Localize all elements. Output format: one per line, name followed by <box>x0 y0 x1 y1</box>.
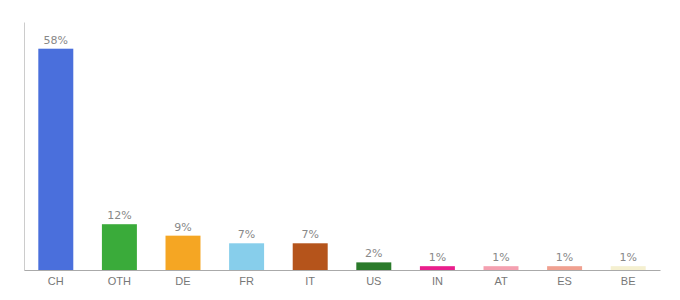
x-axis: CH OTH DE FR IT US IN AT ES BE <box>25 271 661 287</box>
bar <box>229 243 264 270</box>
data-label: 1% <box>492 251 509 264</box>
x-tick: BE <box>621 275 636 287</box>
y-axis-line <box>24 23 25 271</box>
bar <box>547 266 582 270</box>
data-label: 7% <box>238 228 255 241</box>
bar <box>484 266 519 270</box>
data-label: 7% <box>301 228 318 241</box>
data-label: 1% <box>429 251 446 264</box>
x-tick: IT <box>305 275 315 287</box>
x-tick-label: AT <box>494 275 508 287</box>
x-tick-label: ES <box>557 275 572 287</box>
x-tick: AT <box>494 275 508 287</box>
x-tick-label: CH <box>48 275 64 287</box>
data-label: 1% <box>619 251 636 264</box>
x-tick: IN <box>432 275 443 287</box>
data-labels: 58% 12% 9% 7% 7% 2% 1% 1% 1% 1% <box>44 34 637 264</box>
data-label: 9% <box>174 221 191 234</box>
bars <box>38 49 645 270</box>
x-tick: OTH <box>108 275 131 287</box>
bar <box>166 236 201 270</box>
data-label: 1% <box>556 251 573 264</box>
bar <box>356 262 391 270</box>
x-axis-line <box>25 270 661 271</box>
bar <box>293 243 328 270</box>
bar <box>38 49 73 270</box>
data-label: 2% <box>365 247 382 260</box>
bar <box>420 266 455 270</box>
x-tick-label: OTH <box>108 275 131 287</box>
x-tick-label: IT <box>305 275 315 287</box>
bar <box>102 224 137 270</box>
chart: CH OTH DE FR IT US IN AT ES BE 58% 12% 9% 7% 7% 2% 1% 1% 1… <box>0 0 680 300</box>
y-axis <box>24 23 25 271</box>
x-tick-label: BE <box>621 275 636 287</box>
x-tick: US <box>366 275 381 287</box>
data-label: 12% <box>107 209 131 222</box>
x-tick-label: FR <box>239 275 254 287</box>
x-tick-label: IN <box>432 275 443 287</box>
bar <box>611 266 646 270</box>
data-label: 58% <box>44 34 68 47</box>
x-tick-label: DE <box>175 275 190 287</box>
x-tick: ES <box>557 275 572 287</box>
plot: CH OTH DE FR IT US IN AT ES BE 58% 12% 9% 7% 7% 2% 1% 1% 1… <box>25 23 661 287</box>
x-tick: CH <box>48 275 64 287</box>
x-tick-label: US <box>366 275 381 287</box>
x-tick: FR <box>239 275 254 287</box>
x-tick: DE <box>175 275 190 287</box>
